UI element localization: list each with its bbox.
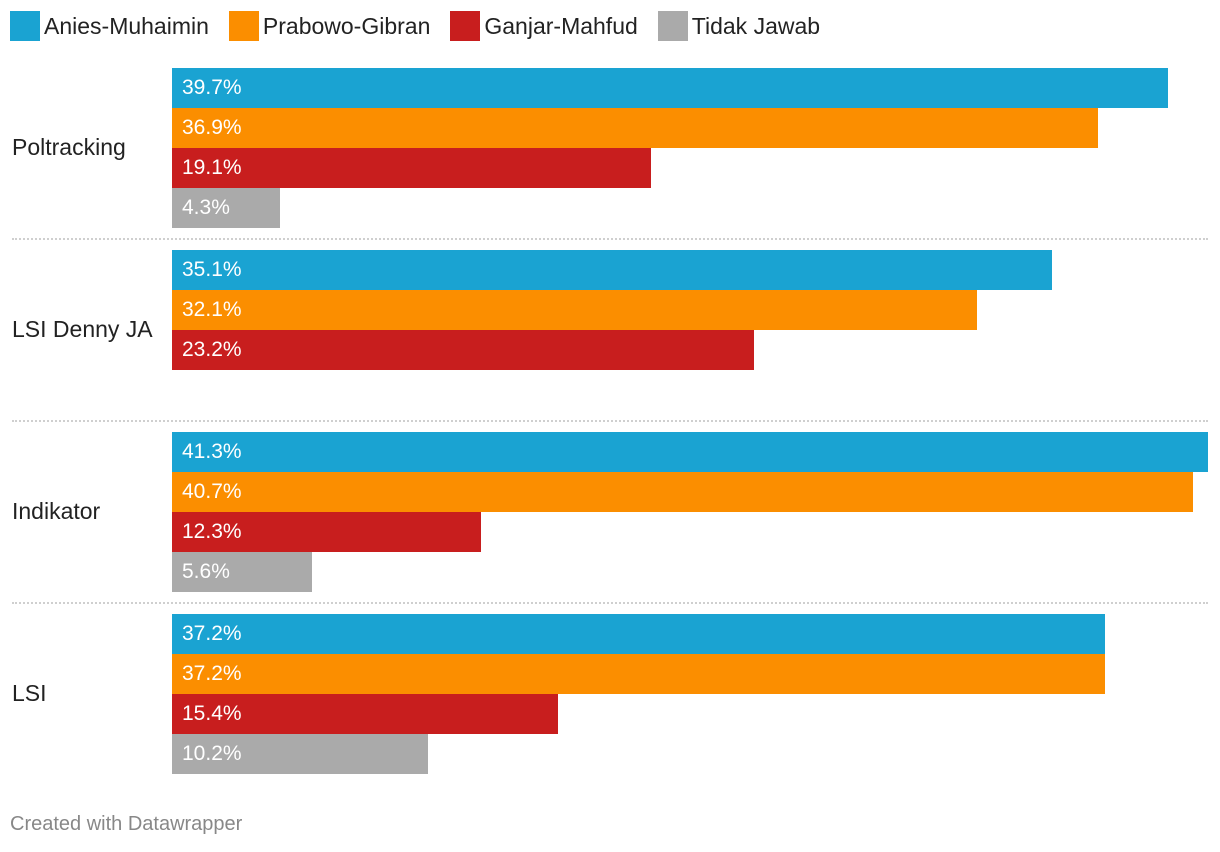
legend-item-anies-muhaimin: Anies-Muhaimin [10, 11, 209, 41]
bar-value-label: 23.2% [182, 338, 242, 361]
legend-label: Prabowo-Gibran [262, 12, 431, 39]
bar [172, 694, 558, 734]
bar [172, 432, 1208, 472]
legend-item-tidak-jawab: Tidak Jawab [657, 11, 821, 41]
legend-item-prabowo-gibran: Prabowo-Gibran [228, 11, 431, 41]
bar [172, 108, 1098, 148]
bar [172, 654, 1105, 694]
bar-value-label: 15.4% [182, 702, 242, 725]
bar [172, 512, 481, 552]
bar [172, 68, 1168, 108]
legend-label: Anies-Muhaimin [44, 12, 209, 39]
bar-value-label: 5.6% [182, 560, 230, 583]
bar-value-label: 39.7% [182, 76, 242, 99]
group-label: Poltracking [12, 134, 126, 160]
bar-value-label: 10.2% [182, 742, 242, 765]
bar-value-label: 4.3% [182, 196, 230, 219]
bar [172, 290, 977, 330]
credit-footer: Created with Datawrapper [10, 813, 243, 835]
group-label: LSI [12, 680, 47, 706]
legend-swatch [657, 11, 688, 41]
bar-value-label: 40.7% [182, 480, 242, 503]
legend-label: Tidak Jawab [691, 12, 821, 39]
legend-swatch [10, 11, 40, 41]
bar-value-label: 32.1% [182, 298, 242, 321]
bar [172, 552, 312, 592]
bar [172, 148, 651, 188]
group-label: LSI Denny JA [12, 316, 153, 342]
group-label: Indikator [12, 498, 101, 524]
group-divider [12, 238, 1208, 240]
legend-swatch [450, 11, 481, 41]
bar-value-label: 37.2% [182, 622, 242, 645]
bar-value-label: 35.1% [182, 258, 242, 281]
chart-legend: Anies-Muhaimin Prabowo-Gibran Ganjar-Mahfu… [10, 10, 840, 42]
legend-label: Ganjar-Mahfud [484, 12, 638, 39]
legend-swatch [228, 11, 259, 41]
legend-item-ganjar-mahfud: Ganjar-Mahfud [450, 11, 638, 41]
bar-value-label: 19.1% [182, 156, 242, 179]
bar [172, 250, 1052, 290]
bar-value-label: 41.3% [182, 440, 242, 463]
bar [172, 734, 428, 774]
bar-value-label: 37.2% [182, 662, 242, 685]
bar [172, 330, 754, 370]
bar [172, 472, 1193, 512]
bar [172, 614, 1105, 654]
bar [172, 188, 280, 228]
group-divider [12, 420, 1208, 422]
bar-value-label: 12.3% [182, 520, 242, 543]
group-divider [12, 602, 1208, 604]
bar-value-label: 36.9% [182, 116, 242, 139]
